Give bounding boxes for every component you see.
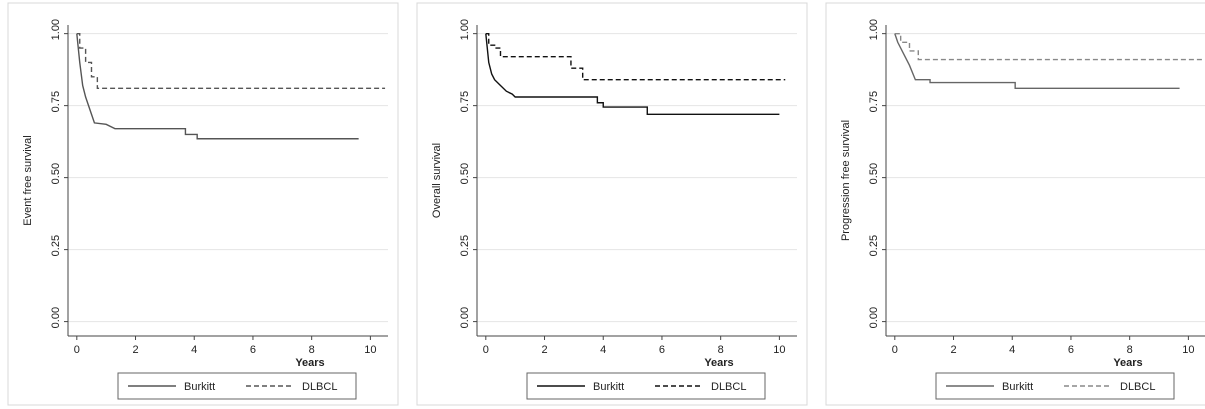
panel: 0.00 0.25 0.50 0.75 1.00 0 2 4 6 8 10 Event free su… bbox=[7, 2, 399, 406]
legend-label: DLBCL bbox=[1120, 381, 1155, 393]
legend-label: Burkitt bbox=[1002, 381, 1033, 393]
survival-line bbox=[894, 32, 1204, 61]
panel-background bbox=[416, 2, 808, 406]
survival-line bbox=[76, 32, 386, 90]
y-tick-label: 0.00 bbox=[50, 307, 62, 328]
y-tick-label: 0.25 bbox=[868, 235, 880, 256]
y-tick-label: 1.00 bbox=[459, 19, 471, 40]
x-tick-label: 8 bbox=[1127, 344, 1133, 356]
legend-label: DLBCL bbox=[302, 381, 337, 393]
x-tick-label: 2 bbox=[541, 344, 547, 356]
panel: 0.00 0.25 0.50 0.75 1.00 0 2 4 6 8 10 Progression f… bbox=[825, 2, 1205, 406]
y-tick-label: 0.00 bbox=[868, 307, 880, 328]
x-tick-label: 6 bbox=[1068, 344, 1074, 356]
survival-line bbox=[485, 32, 786, 81]
x-axis-label: Years bbox=[295, 357, 324, 369]
x-tick-label: 4 bbox=[1009, 344, 1015, 356]
x-tick-label: 2 bbox=[950, 344, 956, 356]
legend-label: DLBCL bbox=[711, 381, 746, 393]
y-tick-label: 0.75 bbox=[868, 91, 880, 112]
y-tick-label: 0.00 bbox=[459, 307, 471, 328]
x-tick-label: 0 bbox=[74, 344, 80, 356]
x-tick-label: 10 bbox=[1182, 344, 1194, 356]
y-axis-label: Event free survival bbox=[22, 135, 34, 225]
x-tick-label: 10 bbox=[773, 344, 785, 356]
x-tick-label: 4 bbox=[600, 344, 606, 356]
x-axis-label: Years bbox=[1113, 357, 1142, 369]
x-tick-label: 4 bbox=[191, 344, 197, 356]
survival-line bbox=[894, 33, 1180, 90]
y-tick-label: 0.50 bbox=[868, 163, 880, 184]
x-tick-label: 10 bbox=[364, 344, 376, 356]
x-tick-label: 8 bbox=[309, 344, 315, 356]
x-tick-label: 0 bbox=[892, 344, 898, 356]
y-axis-label: Overall survival bbox=[431, 143, 443, 218]
x-tick-label: 6 bbox=[659, 344, 665, 356]
x-axis-label: Years bbox=[704, 357, 733, 369]
y-tick-label: 1.00 bbox=[50, 19, 62, 40]
panel: 0.00 0.25 0.50 0.75 1.00 0 2 4 6 8 10 Overall survi… bbox=[416, 2, 808, 406]
panel-background bbox=[7, 2, 399, 406]
y-tick-label: 0.75 bbox=[50, 91, 62, 112]
y-axis-label: Progression free survival bbox=[840, 120, 852, 241]
y-tick-label: 0.50 bbox=[459, 163, 471, 184]
legend-label: Burkitt bbox=[184, 381, 215, 393]
x-tick-label: 2 bbox=[132, 344, 138, 356]
x-tick-label: 6 bbox=[250, 344, 256, 356]
y-tick-label: 0.75 bbox=[459, 91, 471, 112]
x-tick-label: 8 bbox=[718, 344, 724, 356]
y-tick-label: 0.25 bbox=[459, 235, 471, 256]
survival-line bbox=[485, 33, 780, 115]
y-tick-label: 1.00 bbox=[868, 19, 880, 40]
legend-label: Burkitt bbox=[593, 381, 624, 393]
survival-line bbox=[76, 33, 359, 140]
panel-background bbox=[825, 2, 1205, 406]
x-tick-label: 0 bbox=[483, 344, 489, 356]
y-tick-label: 0.50 bbox=[50, 163, 62, 184]
y-tick-label: 0.25 bbox=[50, 235, 62, 256]
